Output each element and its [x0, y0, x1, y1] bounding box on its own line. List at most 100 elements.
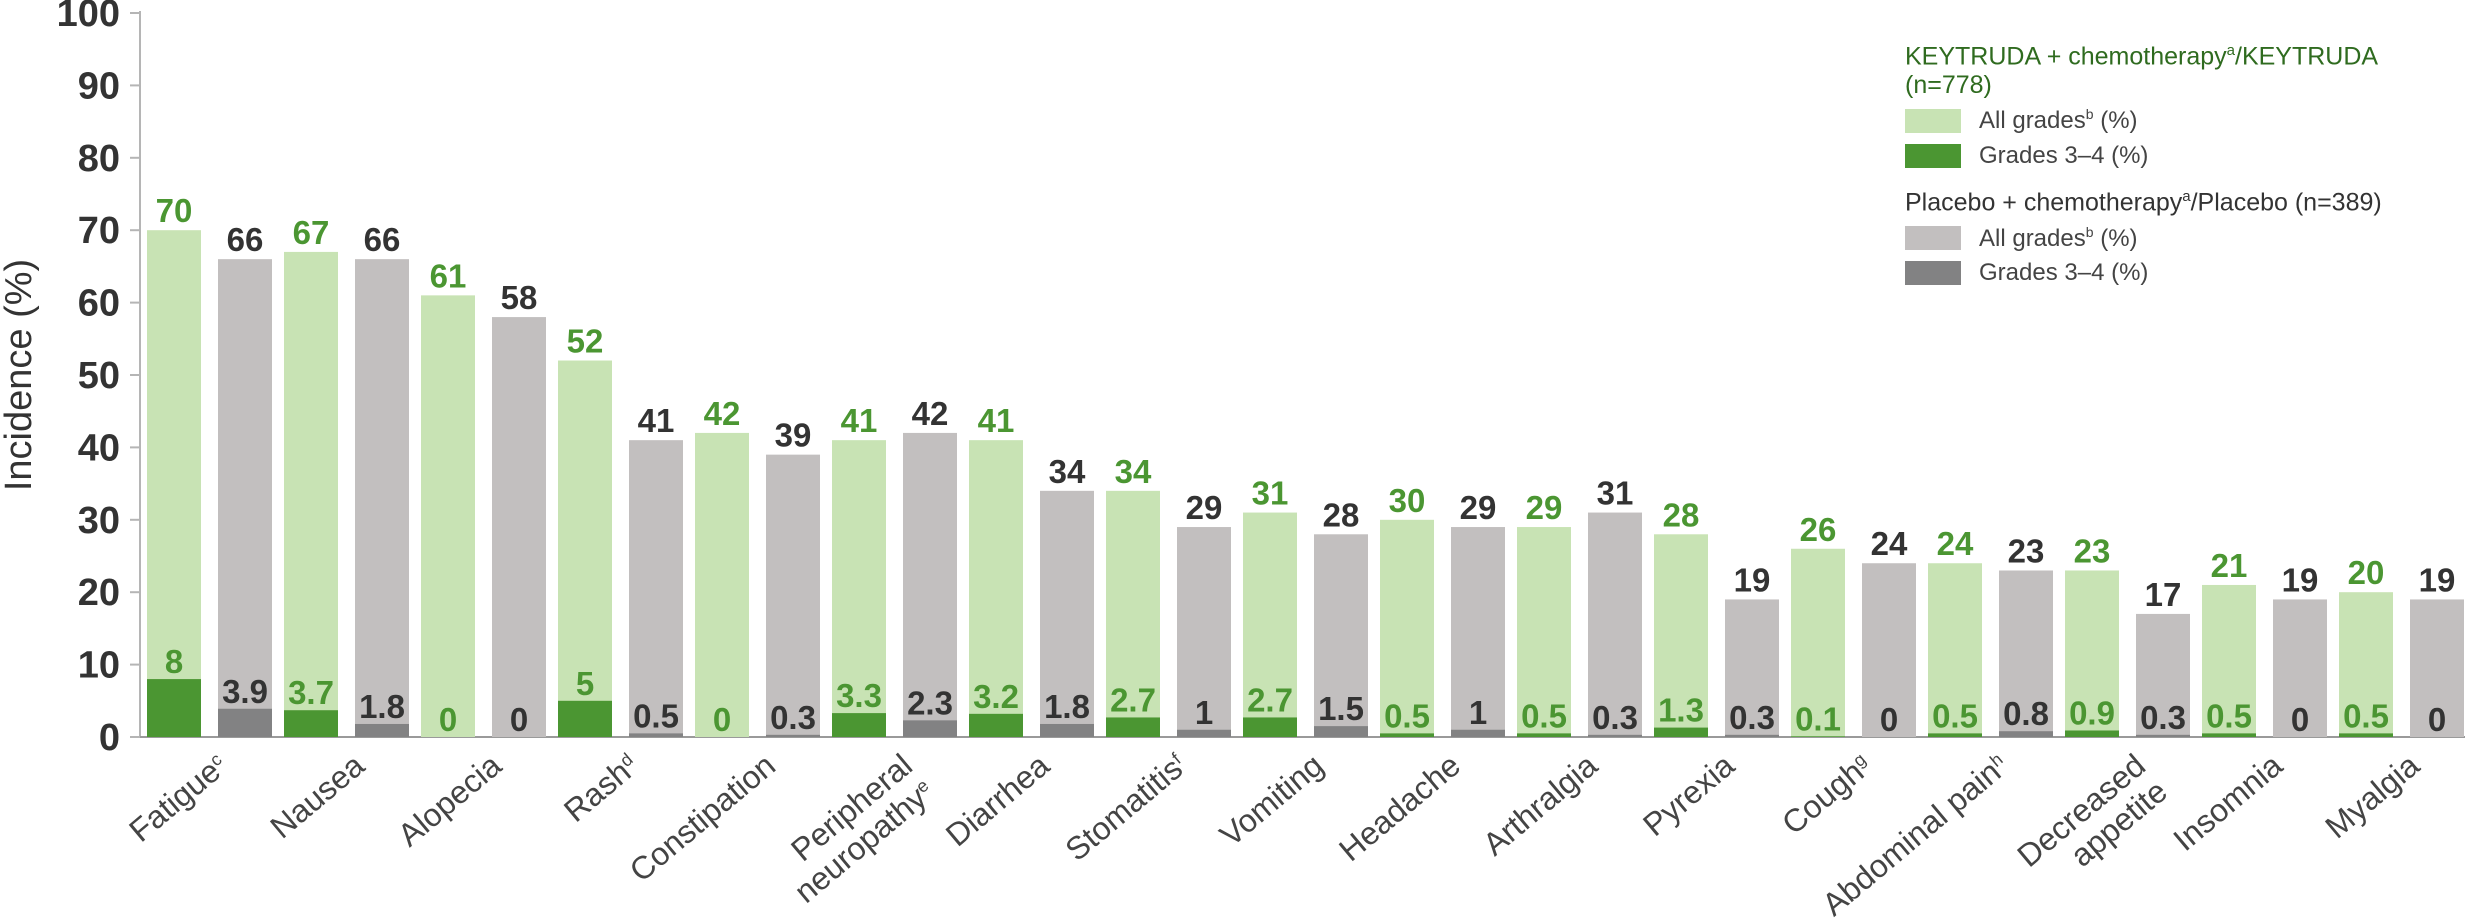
- bar-placebo-all-grades: [903, 432, 957, 737]
- bar-placebo-grades34: [1725, 734, 1779, 737]
- x-category-line1: Arthralgia: [1476, 747, 1604, 863]
- x-category-label: Alopecia: [391, 747, 508, 854]
- bar-placebo-all-grades: [1588, 512, 1642, 737]
- label-keytruda-grades34: 0.5: [1384, 697, 1430, 734]
- bars: [147, 230, 2464, 738]
- x-category-line1: Headache: [1332, 747, 1467, 868]
- y-tick-label: 10: [78, 645, 120, 687]
- x-category-label: Nausea: [263, 747, 371, 846]
- bar-keytruda-all-grades: [284, 251, 338, 738]
- bar-keytruda-grades34: [1654, 727, 1708, 737]
- bar-keytruda-grades34: [1243, 717, 1297, 737]
- bar-keytruda-grades34: [558, 700, 612, 737]
- legend-keytruda-title-suffix: /KEYTRUDA (n=778): [1905, 42, 2377, 100]
- label-placebo-grades34: 0.3: [1729, 699, 1775, 736]
- label-placebo-all-grades: 42: [912, 395, 949, 432]
- label-placebo-grades34: 0: [2291, 701, 2309, 738]
- legend-all-grades-sup: b: [2085, 106, 2094, 123]
- label-keytruda-all-grades: 21: [2211, 547, 2248, 584]
- x-category-line1: Vomiting: [1213, 747, 1330, 853]
- y-tick-label: 80: [78, 138, 120, 180]
- label-keytruda-all-grades: 30: [1389, 482, 1426, 519]
- bar-placebo-all-grades: [2273, 599, 2327, 737]
- label-placebo-grades34: 0.3: [1592, 699, 1638, 736]
- bar-placebo-grades34: [903, 720, 957, 737]
- legend-placebo-title-text: Placebo + chemotherapy: [1905, 188, 2183, 217]
- label-placebo-grades34: 0.8: [2003, 695, 2049, 732]
- y-tick-label: 70: [78, 210, 120, 252]
- bar-keytruda-all-grades: [1243, 512, 1297, 737]
- legend-grades34-label: Grades 3–4 (%): [1979, 259, 2149, 287]
- bar-keytruda-all-grades: [558, 360, 612, 737]
- label-keytruda-grades34: 0.5: [1932, 697, 1978, 734]
- legend-keytruda-all-grades: All gradesb (%): [1905, 106, 2465, 135]
- label-placebo-all-grades: 29: [1460, 489, 1497, 526]
- label-keytruda-all-grades: 41: [841, 402, 878, 439]
- label-placebo-all-grades: 58: [501, 279, 538, 316]
- label-placebo-grades34: 1: [1469, 694, 1487, 731]
- label-placebo-grades34: 1.8: [359, 688, 405, 725]
- x-category-label: Coughg: [1775, 747, 1878, 842]
- label-placebo-all-grades: 39: [775, 417, 812, 454]
- legend-all-grades-suffix: (%): [2093, 224, 2138, 252]
- label-placebo-grades34: 0: [510, 701, 528, 738]
- bar-placebo-all-grades: [492, 317, 546, 737]
- label-keytruda-all-grades: 24: [1937, 525, 1974, 562]
- label-keytruda-all-grades: 34: [1115, 453, 1152, 490]
- bar-placebo-all-grades: [1314, 534, 1368, 737]
- label-placebo-all-grades: 23: [2008, 532, 2045, 569]
- bar-keytruda-grades34: [1517, 733, 1571, 737]
- legend-keytruda-grades34: Grades 3–4 (%): [1905, 141, 2465, 170]
- bar-placebo-all-grades: [218, 259, 272, 737]
- bar-keytruda-all-grades: [2202, 584, 2256, 737]
- bar-placebo-all-grades: [1862, 563, 1916, 737]
- y-tick-label: 60: [78, 283, 120, 325]
- bar-keytruda-all-grades: [147, 230, 201, 737]
- x-category-label: Vomiting: [1213, 747, 1330, 853]
- label-placebo-grades34: 1.5: [1318, 690, 1364, 727]
- label-keytruda-grades34: 8: [165, 643, 183, 680]
- label-placebo-grades34: 0.5: [633, 697, 679, 734]
- bar-keytruda-all-grades: [1928, 563, 1982, 737]
- legend-all-grades-sup: b: [2085, 223, 2094, 240]
- x-category-label: Insomnia: [2166, 747, 2289, 858]
- bar-keytruda-grades34: [2202, 733, 2256, 737]
- bar-placebo-grades34: [1588, 734, 1642, 737]
- legend-placebo-title-sup: a: [2182, 188, 2191, 206]
- label-placebo-all-grades: 24: [1871, 525, 1908, 562]
- bar-keytruda-all-grades: [2339, 592, 2393, 737]
- x-category-label: Headache: [1332, 747, 1467, 868]
- label-keytruda-all-grades: 20: [2348, 554, 2385, 591]
- x-category-label: Pyrexia: [1636, 747, 1741, 843]
- bar-placebo-all-grades: [1451, 527, 1505, 737]
- legend-all-grades-label: All grades: [1979, 224, 2086, 252]
- label-placebo-grades34: 0.3: [770, 699, 816, 736]
- label-keytruda-all-grades: 31: [1252, 475, 1289, 512]
- bar-placebo-grades34: [2136, 734, 2190, 737]
- bar-keytruda-grades34: [147, 679, 201, 737]
- label-keytruda-grades34: 0: [713, 701, 731, 738]
- label-placebo-grades34: 1.8: [1044, 688, 1090, 725]
- bar-placebo-all-grades: [2136, 613, 2190, 737]
- value-labels: 70 8 66 3.9 67 3.7 66 1.8 61 0 58 0 52 5 41 0.5 42 0 39 0.3…: [156, 192, 2456, 738]
- label-keytruda-all-grades: 29: [1526, 489, 1563, 526]
- bar-placebo-all-grades: [1177, 527, 1231, 737]
- label-keytruda-grades34: 3.7: [288, 674, 334, 711]
- legend-grades34-label: Grades 3–4 (%): [1979, 141, 2149, 169]
- label-placebo-all-grades: 41: [638, 402, 675, 439]
- y-tick-label: 0: [99, 717, 120, 759]
- label-keytruda-grades34: 1.3: [1658, 692, 1704, 729]
- x-category-label: Rashd: [557, 747, 645, 829]
- bar-placebo-all-grades: [355, 259, 409, 737]
- bar-placebo-grades34: [1177, 729, 1231, 737]
- label-placebo-grades34: 0: [2428, 701, 2446, 738]
- label-keytruda-grades34: 2.7: [1247, 681, 1293, 718]
- bar-placebo-grades34: [1314, 726, 1368, 737]
- bar-placebo-all-grades: [1999, 570, 2053, 737]
- bar-placebo-grades34: [355, 723, 409, 737]
- legend-placebo-title-suffix: /Placebo (n=389): [2190, 188, 2382, 217]
- bar-keytruda-all-grades: [421, 295, 475, 737]
- legend-swatch-keytruda-grades34: [1905, 143, 1961, 168]
- bar-keytruda-all-grades: [1791, 548, 1845, 737]
